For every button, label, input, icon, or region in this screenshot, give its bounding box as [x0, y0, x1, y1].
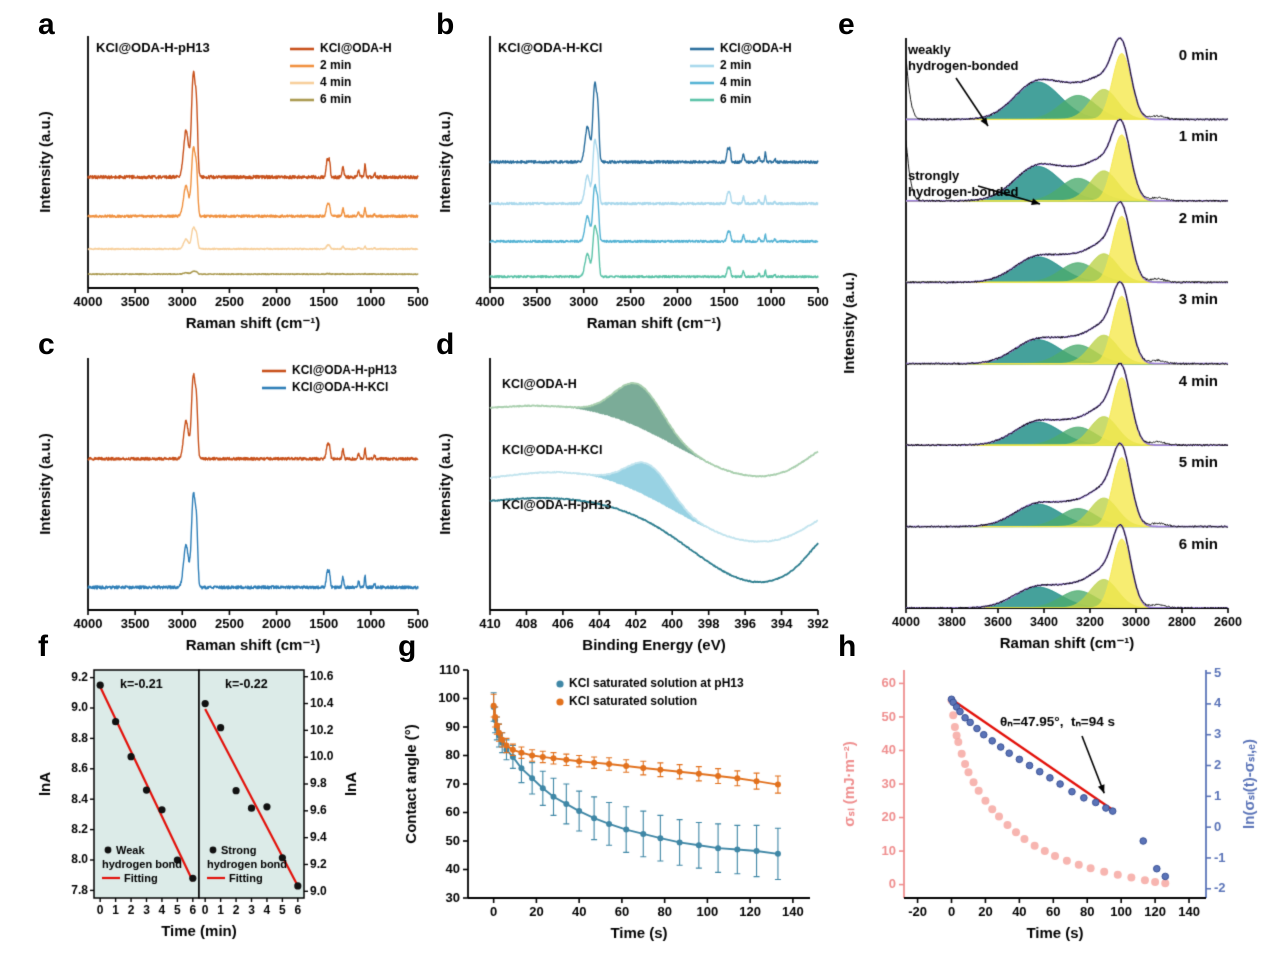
panel-b-chart-canvas [428, 8, 830, 338]
panel-a-letter: a [38, 8, 55, 41]
panel-e-chart-canvas [830, 8, 1269, 660]
panel-d-letter: d [436, 328, 455, 361]
panel-h: h [830, 630, 1269, 968]
panel-f-chart-canvas [30, 630, 370, 968]
panel-a: a [30, 8, 430, 338]
panel-h-letter: h [838, 630, 857, 663]
panel-g-letter: g [398, 630, 417, 663]
panel-e: e [830, 8, 1269, 660]
panel-b-letter: b [436, 8, 455, 41]
panel-f-letter: f [38, 630, 48, 663]
panel-d-chart-canvas [428, 328, 830, 660]
panel-a-chart-canvas [30, 8, 430, 338]
panel-g-chart-canvas [390, 630, 830, 968]
panel-g: g [390, 630, 830, 968]
panel-c-letter: c [38, 328, 55, 361]
panel-c: c [30, 328, 430, 660]
panel-e-letter: e [838, 8, 855, 41]
panel-b: b [428, 8, 830, 338]
panel-c-chart-canvas [30, 328, 430, 660]
panel-h-chart-canvas [830, 630, 1269, 968]
panel-d: d [428, 328, 830, 660]
panel-f: f [30, 630, 370, 968]
